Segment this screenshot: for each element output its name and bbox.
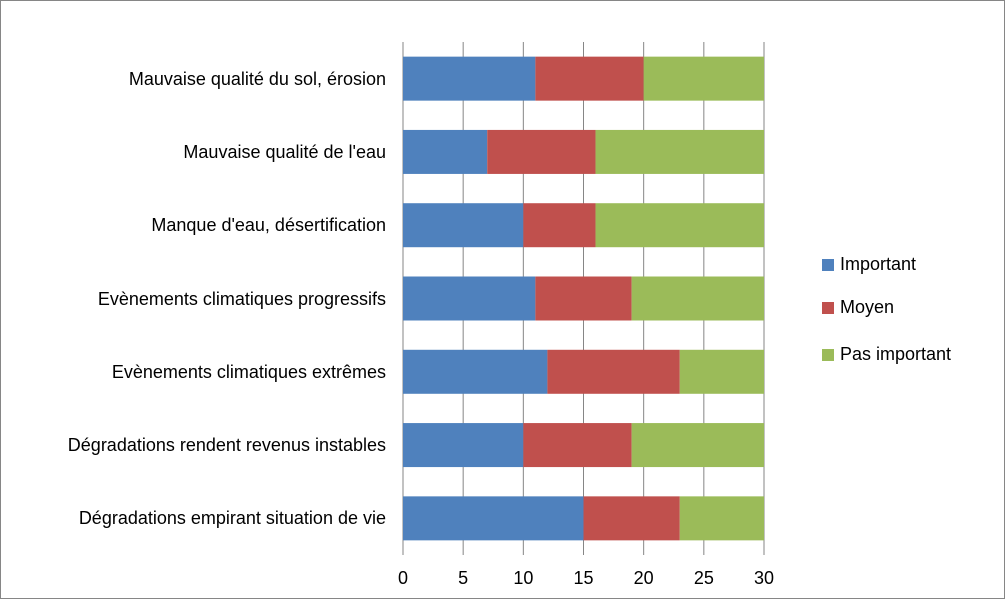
category-label-box: Dégradations rendent revenus instables (10, 433, 386, 457)
bar-segment (535, 276, 632, 321)
bar-segment (403, 203, 524, 248)
legend-swatch (822, 302, 834, 314)
x-tick-label: 25 (694, 568, 714, 588)
bar-segment (403, 56, 536, 101)
bar-segment (595, 203, 764, 248)
bar-segment (679, 349, 764, 394)
y-tick-label: Evènements climatiques progressifs (97, 288, 386, 309)
bar-segment (631, 276, 764, 321)
x-tick-label: 10 (513, 568, 533, 588)
y-tick-label: Evènements climatiques extrêmes (111, 361, 386, 382)
y-tick-label: Mauvaise qualité de l'eau (183, 141, 386, 162)
bar-segment (631, 423, 764, 468)
bar-segment (523, 203, 596, 248)
bar-segment (403, 349, 548, 394)
legend-label: Moyen (840, 297, 894, 317)
bar-segment (643, 56, 764, 101)
x-tick-label: 0 (398, 568, 408, 588)
category-label-box: Manque d'eau, désertification (10, 213, 386, 237)
y-tick-label: Mauvaise qualité du sol, érosion (128, 68, 386, 89)
bar-segment (403, 276, 536, 321)
category-label-box: Mauvaise qualité de l'eau (10, 140, 386, 164)
bar-segment (487, 129, 596, 174)
x-tick-label: 30 (754, 568, 774, 588)
bar-segment (547, 349, 680, 394)
bar-segment (523, 423, 632, 468)
legend-label: Important (840, 254, 916, 274)
bar-segment (403, 496, 584, 541)
category-label-box: Mauvaise qualité du sol, érosion (10, 67, 386, 91)
legend-swatch (822, 259, 834, 271)
bar-segment (595, 129, 764, 174)
legend-swatch (822, 349, 834, 361)
y-tick-label: Dégradations empirant situation de vie (78, 508, 386, 529)
y-tick-label: Manque d'eau, désertification (151, 215, 386, 236)
category-label-box: Dégradations empirant situation de vie (10, 506, 386, 530)
x-tick-label: 15 (573, 568, 593, 588)
bar-segment (403, 423, 524, 468)
bar-segment (583, 496, 680, 541)
category-label-box: Evènements climatiques progressifs (10, 287, 386, 311)
x-tick-label: 5 (458, 568, 468, 588)
x-tick-label: 20 (634, 568, 654, 588)
legend-label: Pas important (840, 344, 951, 364)
bar-segment (535, 56, 644, 101)
bar-segment (679, 496, 764, 541)
y-tick-label: Dégradations rendent revenus instables (67, 435, 386, 456)
category-label-box: Evènements climatiques extrêmes (10, 360, 386, 384)
bar-segment (403, 129, 488, 174)
